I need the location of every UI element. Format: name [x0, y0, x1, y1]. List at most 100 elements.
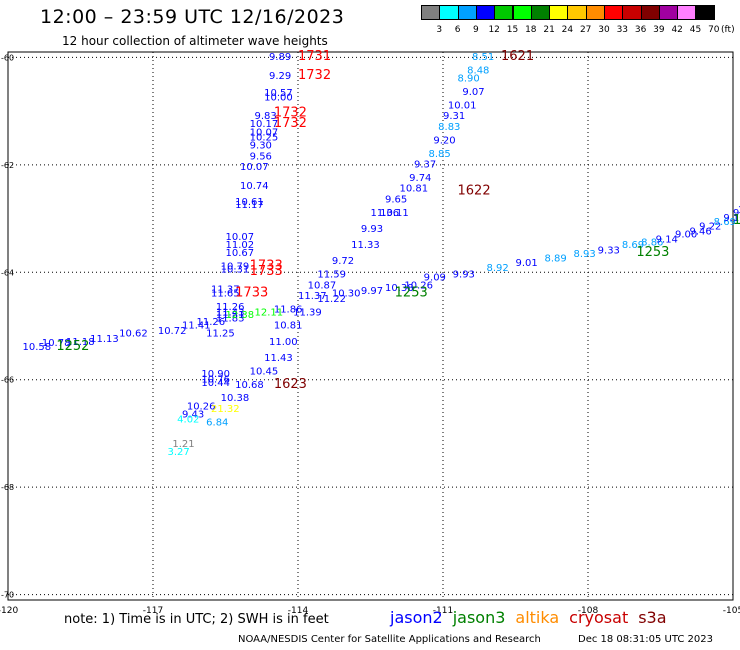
wave-height-value: 8.83 — [438, 122, 460, 133]
mission-legend: jason2 jason3 altika cryosat s3a — [390, 608, 677, 627]
wave-height-value: 10.58 — [23, 342, 52, 353]
wave-height-value: 12.38 — [226, 310, 255, 321]
wave-height-value: 10.74 — [240, 181, 269, 192]
wave-height-observations: 9.899.2910.5710.009.8310.1710.0710.259.3… — [23, 52, 740, 458]
wave-height-value: 10.72 — [158, 326, 187, 337]
wave-height-value: 8.90 — [458, 74, 480, 85]
wave-height-value: 10.30 — [332, 288, 361, 299]
wave-height-value: 3.27 — [168, 447, 190, 458]
wave-height-value: 9.56 — [250, 151, 272, 162]
wave-height-value: 10.31 — [221, 264, 250, 275]
wave-height-value: 10.25 — [250, 133, 279, 144]
legend-label: 21 — [543, 25, 555, 35]
wave-height-value: 10.81 — [400, 184, 429, 195]
legend-unit: (ft) — [721, 25, 735, 35]
wave-height-value: 10.79 — [221, 262, 250, 273]
generated-timestamp: Dec 18 08:31:05 UTC 2023 — [578, 634, 713, 645]
wave-height-value: 11.43 — [264, 353, 293, 364]
legend-label: 27 — [579, 25, 592, 35]
pass-time-label: 1732 — [298, 68, 331, 83]
wave-height-value: 6.84 — [206, 417, 228, 428]
wave-height-value: 10.78 — [42, 338, 71, 349]
longitude-label: -114 — [288, 606, 309, 616]
wave-height-value: 10.90 — [201, 369, 230, 380]
latitude-label: -66 — [1, 376, 14, 385]
wave-height-value: 11.17 — [235, 200, 264, 211]
wave-height-value: 10.38 — [385, 283, 414, 294]
wave-height-value: 9.33 — [598, 245, 620, 256]
wave-height-value: 10.26 — [187, 401, 216, 412]
wave-height-value: 9.10 — [723, 213, 740, 224]
wave-height-value: 8.48 — [467, 65, 489, 76]
mission-name: altika — [515, 608, 560, 627]
wave-height-value: 9.46 — [690, 227, 712, 238]
wave-height-value: 1.21 — [172, 439, 194, 450]
wave-height-value: 11.22 — [317, 294, 346, 305]
latitude-label: -64 — [1, 268, 14, 277]
wave-height-value: 11.41 — [182, 321, 211, 332]
wave-height-value: 11.83 — [216, 314, 245, 325]
legend-label: 70 — [708, 25, 720, 35]
pass-time-label: 1732 — [274, 105, 307, 120]
wave-height-value: 10.07 — [250, 127, 279, 138]
pass-time-label: 1732 — [274, 116, 307, 131]
pass-time-label: 1733 — [235, 285, 268, 300]
latitude-label: -60 — [1, 53, 14, 62]
legend-label: 12 — [488, 25, 500, 35]
pass-time-label: 1252 — [56, 339, 89, 354]
wave-height-value: 11.39 — [293, 307, 322, 318]
pass-time-label: 1254 — [733, 213, 740, 228]
wave-height-value: 10.61 — [235, 197, 264, 208]
latitude-label: -70 — [1, 591, 14, 600]
wave-height-value: 9.89 — [269, 52, 291, 63]
wave-height-value: 11.18 — [66, 337, 95, 348]
wave-height-value: 11.59 — [317, 270, 346, 281]
wave-height-value: 9.43 — [182, 409, 204, 420]
latitude-label: -68 — [1, 483, 14, 492]
latitude-labels: -60 -62 -64 -66 -68 -70 — [1, 53, 14, 599]
wave-height-value: 9.83 — [255, 111, 277, 122]
longitude-label: -111 — [433, 606, 453, 616]
wave-height-value: 9.00 — [675, 229, 697, 240]
wave-height-value: 11.51 — [216, 310, 245, 321]
legend-label: 3 — [436, 25, 443, 35]
wave-height-value: 9.07 — [462, 87, 484, 98]
wave-height-value: 9.29 — [269, 71, 291, 82]
wave-height-value: 10.26 — [404, 280, 433, 291]
mission-name: jason2 — [390, 608, 443, 627]
wave-height-value: 11.13 — [90, 334, 119, 345]
page-title: 12:00 – 23:59 UTC 12/16/2023 — [40, 6, 345, 28]
wave-height-value: 10.38 — [221, 393, 250, 404]
wave-height-value: 9.01 — [516, 258, 538, 269]
wave-height-value: 9.65 — [385, 194, 407, 205]
wave-height-value: 10.07 — [226, 232, 255, 243]
wave-height-value: 11.26 — [216, 302, 245, 313]
wave-height-value: 11.26 — [197, 317, 226, 328]
wave-height-value: 9.14 — [656, 235, 678, 246]
legend-label: 42 — [671, 25, 683, 35]
legend-swatch — [695, 5, 715, 20]
wave-height-value: 10.44 — [201, 378, 230, 389]
wave-height-value: 11.86 — [274, 305, 303, 316]
wave-height-value: 10.17 — [250, 119, 279, 130]
wave-height-value: 12.11 — [255, 307, 284, 318]
map-border — [7, 51, 734, 601]
legend-label: 30 — [598, 25, 610, 35]
mission-name: s3a — [638, 608, 667, 627]
wave-height-value: 10.87 — [308, 280, 337, 291]
pass-time-label: 1622 — [458, 183, 491, 198]
wave-height-value: 8.86 — [641, 237, 663, 248]
wave-height-value: 8.93 — [574, 249, 596, 260]
wave-height-value: 9.20 — [433, 135, 455, 146]
wave-height-value: 8.69 — [714, 217, 736, 228]
wave-height-value: 11.25 — [206, 329, 235, 340]
legend-label: 33 — [616, 25, 629, 35]
pass-time-label: 1731 — [298, 49, 331, 64]
legend-label: 18 — [525, 25, 537, 35]
wave-height-value: 11.33 — [351, 240, 380, 251]
wave-height-value: 10.62 — [119, 329, 148, 340]
wave-height-value: 8.51 — [472, 52, 494, 63]
wave-height-value: 10.76 — [201, 374, 230, 385]
page-subtitle: 12 hour collection of altimeter wave hei… — [62, 34, 328, 48]
wave-height-value: 9.97 — [361, 286, 383, 297]
